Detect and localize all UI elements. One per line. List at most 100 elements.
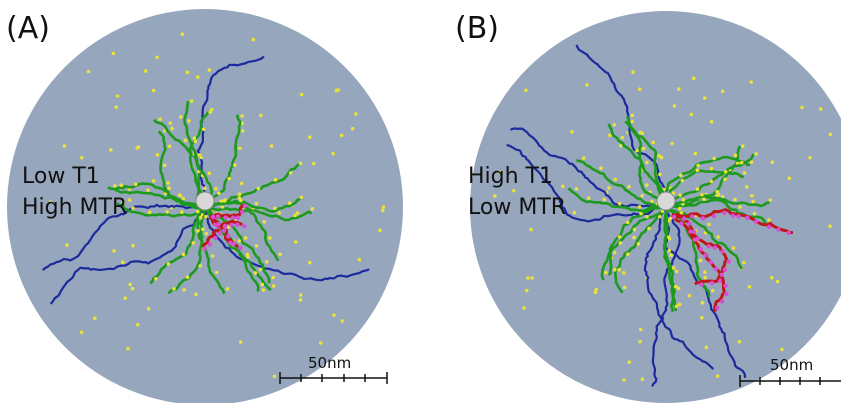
particle <box>767 218 771 222</box>
particle <box>196 75 200 79</box>
particle <box>167 186 171 190</box>
particle <box>319 341 323 345</box>
particle <box>131 287 135 291</box>
particle <box>167 262 171 266</box>
particle <box>204 215 208 219</box>
particle <box>770 276 774 280</box>
particle <box>748 285 752 289</box>
particle <box>239 199 243 203</box>
particle <box>134 182 138 186</box>
particle <box>696 169 700 173</box>
particle <box>640 131 644 135</box>
particle <box>217 191 221 195</box>
particle <box>165 210 169 214</box>
particle <box>602 198 606 202</box>
particle <box>749 80 753 84</box>
particle <box>788 176 792 180</box>
particle <box>709 260 713 264</box>
particle <box>667 235 671 239</box>
particle <box>246 255 250 259</box>
particle <box>229 223 233 227</box>
annotation: Low MTR <box>468 195 566 220</box>
particle <box>232 241 236 245</box>
particle <box>299 298 303 302</box>
particle <box>178 194 182 198</box>
particle <box>260 283 264 287</box>
particle <box>700 193 704 197</box>
particle <box>65 243 69 247</box>
particle <box>786 231 790 235</box>
particle <box>608 133 612 137</box>
particle <box>641 377 645 381</box>
panel-label: (B) <box>455 11 499 46</box>
particle <box>700 316 704 320</box>
particle <box>529 228 533 232</box>
particle <box>123 296 127 300</box>
particle <box>736 214 740 218</box>
particle <box>679 221 683 225</box>
particle <box>239 340 243 344</box>
particle <box>202 127 206 131</box>
particle <box>193 136 197 140</box>
particle <box>639 212 643 216</box>
particle <box>273 206 277 210</box>
particle <box>354 112 358 116</box>
nanoparticle <box>196 192 214 210</box>
particle <box>699 282 703 286</box>
particle <box>146 188 150 192</box>
particle <box>158 117 162 121</box>
particle <box>732 246 736 250</box>
particle <box>613 251 617 255</box>
particle <box>522 306 526 310</box>
particle <box>674 285 678 289</box>
particle <box>604 271 608 275</box>
particle <box>196 210 200 214</box>
particle <box>340 319 344 323</box>
particle <box>585 83 589 87</box>
particle <box>573 211 577 215</box>
particle <box>681 198 685 202</box>
particle <box>621 136 625 140</box>
particle <box>721 89 725 93</box>
particle <box>278 253 282 257</box>
nanoparticle <box>657 192 675 210</box>
particle <box>351 127 355 131</box>
particle <box>638 87 642 91</box>
particle <box>688 294 692 298</box>
particle <box>131 244 135 248</box>
particle <box>182 197 186 201</box>
particle <box>238 246 242 250</box>
particle <box>710 281 714 285</box>
particle <box>710 180 714 184</box>
particle <box>741 144 745 148</box>
particle <box>617 268 621 272</box>
particle <box>109 148 113 152</box>
particle <box>712 157 716 161</box>
particle <box>707 244 711 248</box>
particle <box>231 216 235 220</box>
particle <box>771 160 775 164</box>
particle <box>675 305 679 309</box>
particle <box>754 219 758 223</box>
particle <box>112 52 116 56</box>
particle <box>288 201 292 205</box>
particle <box>726 259 730 263</box>
particle <box>148 211 152 215</box>
particle <box>299 293 303 297</box>
particle <box>201 227 205 231</box>
particle <box>358 258 362 262</box>
particle <box>607 186 611 190</box>
particle <box>619 241 623 245</box>
particle <box>701 216 705 220</box>
particle <box>678 303 682 307</box>
particle <box>776 280 780 284</box>
particle <box>204 232 208 236</box>
particle <box>678 207 682 211</box>
particle <box>131 206 135 210</box>
particle <box>262 288 266 292</box>
particle <box>680 211 684 215</box>
particle <box>526 276 530 280</box>
particle <box>182 288 186 292</box>
particle <box>259 268 263 272</box>
particle <box>331 152 335 156</box>
